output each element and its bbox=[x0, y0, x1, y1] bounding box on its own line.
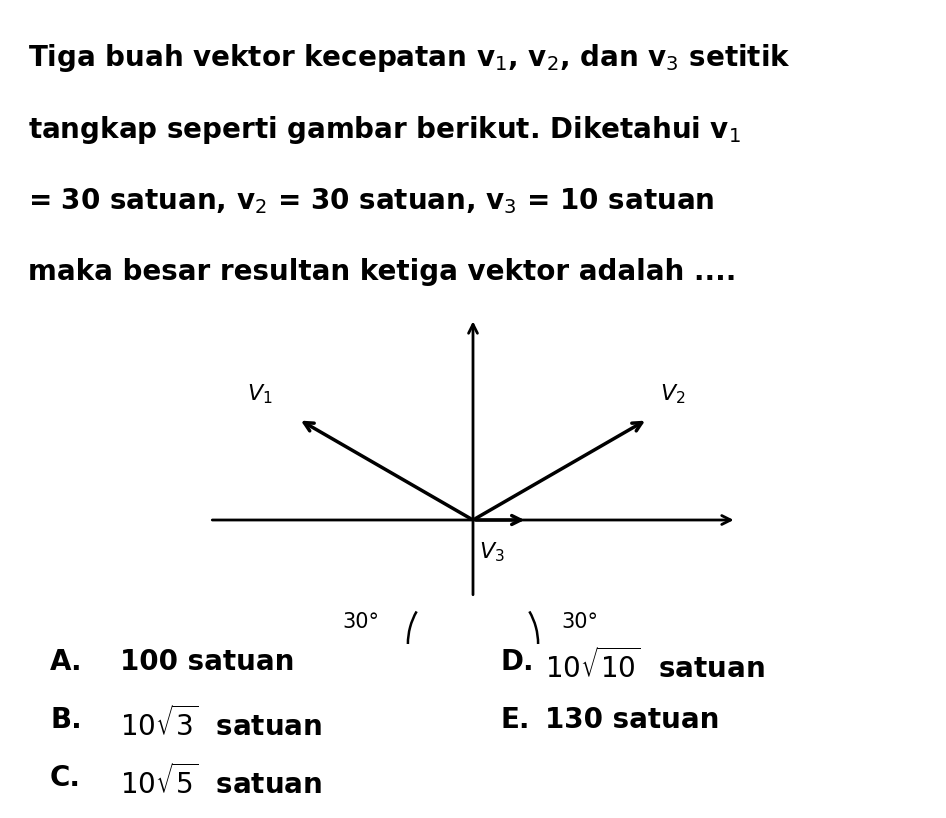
Text: 30°: 30° bbox=[342, 613, 379, 632]
Text: D.: D. bbox=[500, 648, 534, 676]
Text: B.: B. bbox=[50, 706, 81, 734]
Text: E.: E. bbox=[500, 706, 530, 734]
Text: $10\sqrt{5}$  satuan: $10\sqrt{5}$ satuan bbox=[120, 764, 323, 800]
Text: = 30 satuan, v$_2$ = 30 satuan, v$_3$ = 10 satuan: = 30 satuan, v$_2$ = 30 satuan, v$_3$ = … bbox=[28, 186, 714, 216]
Text: $10\sqrt{10}$  satuan: $10\sqrt{10}$ satuan bbox=[545, 648, 765, 684]
Text: 30°: 30° bbox=[562, 613, 599, 632]
Text: C.: C. bbox=[50, 764, 81, 792]
Text: 130 satuan: 130 satuan bbox=[545, 706, 719, 734]
Text: $10\sqrt{3}$  satuan: $10\sqrt{3}$ satuan bbox=[120, 706, 323, 742]
Text: $V_3$: $V_3$ bbox=[479, 540, 504, 564]
Text: Tiga buah vektor kecepatan v$_1$, v$_2$, dan v$_3$ setitik: Tiga buah vektor kecepatan v$_1$, v$_2$,… bbox=[28, 42, 791, 74]
Text: 100 satuan: 100 satuan bbox=[120, 648, 294, 676]
Text: $V_1$: $V_1$ bbox=[248, 383, 273, 407]
Text: A.: A. bbox=[50, 648, 82, 676]
Text: tangkap seperti gambar berikut. Diketahui v$_1$: tangkap seperti gambar berikut. Diketahu… bbox=[28, 114, 741, 146]
Text: $V_2$: $V_2$ bbox=[660, 383, 686, 407]
Text: maka besar resultan ketiga vektor adalah ....: maka besar resultan ketiga vektor adalah… bbox=[28, 258, 736, 286]
